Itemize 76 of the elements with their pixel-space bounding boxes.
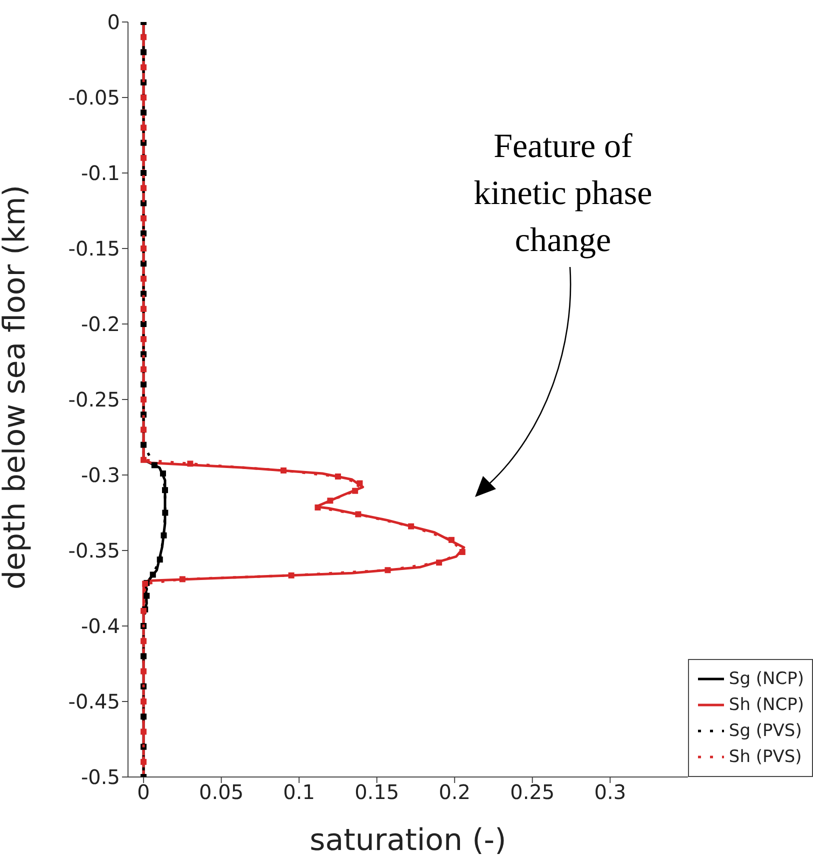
y-tick-label: -0.3	[80, 463, 120, 488]
point	[280, 467, 287, 474]
y-tick-label: -0.05	[68, 86, 120, 110]
point	[140, 638, 147, 644]
y-tick-label: -0.2	[80, 312, 120, 336]
point	[150, 572, 156, 578]
annotation: Feature of kinetic phase change	[474, 128, 652, 259]
point	[140, 366, 147, 372]
y-axis-title: depth below sea floor (km)	[0, 184, 33, 590]
x-tick-label: 0.2	[438, 780, 471, 804]
point	[314, 504, 321, 510]
x-tick-label: 0.3	[594, 780, 626, 804]
point	[352, 488, 358, 494]
x-tick-label: 0.15	[354, 780, 400, 804]
point	[140, 698, 147, 704]
y-tick-label: -0.4	[80, 614, 120, 638]
point	[448, 536, 454, 543]
point	[355, 511, 362, 518]
point	[140, 185, 147, 192]
point	[140, 110, 147, 116]
x-tick-label: 0.1	[283, 780, 315, 804]
point	[140, 215, 147, 222]
point	[140, 64, 147, 70]
point	[140, 34, 147, 40]
point	[160, 532, 167, 538]
y-tick-label: -0.45	[68, 690, 120, 714]
point	[140, 442, 147, 448]
x-tick-label: 0	[137, 780, 150, 804]
point	[140, 714, 147, 720]
point	[162, 510, 168, 516]
legend-label: Sh (NCP)	[728, 694, 804, 717]
y-tick-label: -0.15	[68, 236, 120, 261]
point	[140, 728, 147, 735]
point	[140, 246, 147, 252]
point	[140, 758, 147, 765]
point	[288, 572, 294, 578]
point	[151, 462, 158, 468]
point	[334, 474, 341, 480]
legend-label: Sg (PVS)	[728, 720, 802, 743]
y-tick-label: -0.1	[80, 161, 120, 186]
x-tick-label: 0.05	[199, 780, 244, 804]
point	[459, 549, 466, 556]
point	[140, 276, 147, 282]
point	[140, 321, 147, 327]
y-tick-label: -0.5	[80, 765, 120, 790]
point	[140, 396, 147, 402]
point	[140, 94, 147, 100]
x-axis-title: saturation (-)	[310, 823, 506, 856]
point	[144, 592, 150, 599]
point	[384, 567, 391, 574]
point	[156, 556, 163, 563]
point	[160, 470, 166, 476]
point	[140, 653, 147, 660]
point	[327, 498, 334, 504]
point	[436, 560, 442, 566]
x-tick-label: 0.25	[510, 780, 555, 804]
y-tick-label: -0.25	[68, 388, 120, 412]
point	[140, 124, 147, 131]
point	[140, 668, 147, 674]
y-tick-label: -0.35	[68, 538, 120, 563]
legend-label: Sg (NCP)	[728, 668, 804, 691]
point	[140, 49, 147, 56]
point	[140, 426, 147, 433]
point	[356, 480, 363, 486]
point	[140, 170, 147, 176]
point	[140, 336, 147, 342]
point	[140, 306, 147, 312]
point	[179, 576, 186, 582]
y-tick-label: 0	[107, 10, 120, 34]
legend-label: Sh (PVS)	[728, 746, 802, 769]
point	[162, 487, 168, 494]
point	[187, 460, 194, 467]
point	[140, 154, 147, 161]
point	[140, 456, 147, 463]
point	[408, 523, 414, 530]
point	[140, 381, 147, 388]
